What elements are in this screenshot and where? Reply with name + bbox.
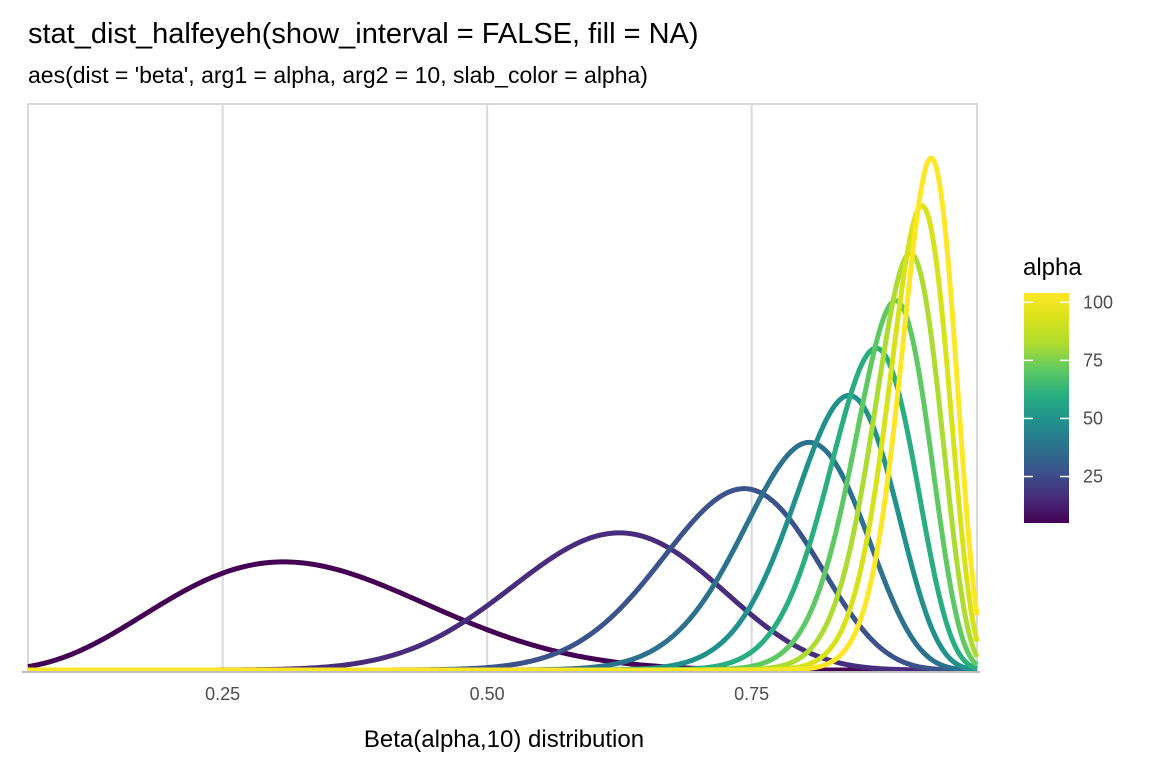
legend: alpha 25 50 75 100 <box>1023 254 1113 523</box>
legend-colorbar <box>1024 293 1069 523</box>
series-line <box>27 345 978 673</box>
plot-area: 0.25 0.50 0.75 <box>22 103 980 704</box>
legend-ticks: 25 50 75 100 <box>1024 292 1113 487</box>
x-tick-label: 0.25 <box>205 684 240 704</box>
legend-tick-label: 75 <box>1083 350 1103 370</box>
x-tick-label: 0.50 <box>470 684 505 704</box>
legend-title: alpha <box>1023 254 1082 281</box>
legend-tick-label: 100 <box>1083 292 1113 312</box>
chart-subtitle: aes(dist = 'beta', arg1 = alpha, arg2 = … <box>28 62 648 88</box>
series-line <box>27 559 978 673</box>
x-tick-label: 0.75 <box>734 684 769 704</box>
x-axis-label: Beta(alpha,10) distribution <box>364 726 644 753</box>
distribution-curves <box>27 155 980 673</box>
series-line <box>27 155 980 673</box>
series-line <box>27 298 979 673</box>
chart-title: stat_dist_halfeyeh(show_interval = FALSE… <box>28 18 699 50</box>
legend-tick-label: 50 <box>1083 408 1103 428</box>
legend-tick-label: 25 <box>1083 467 1103 487</box>
x-tick-labels: 0.25 0.50 0.75 <box>205 684 769 704</box>
